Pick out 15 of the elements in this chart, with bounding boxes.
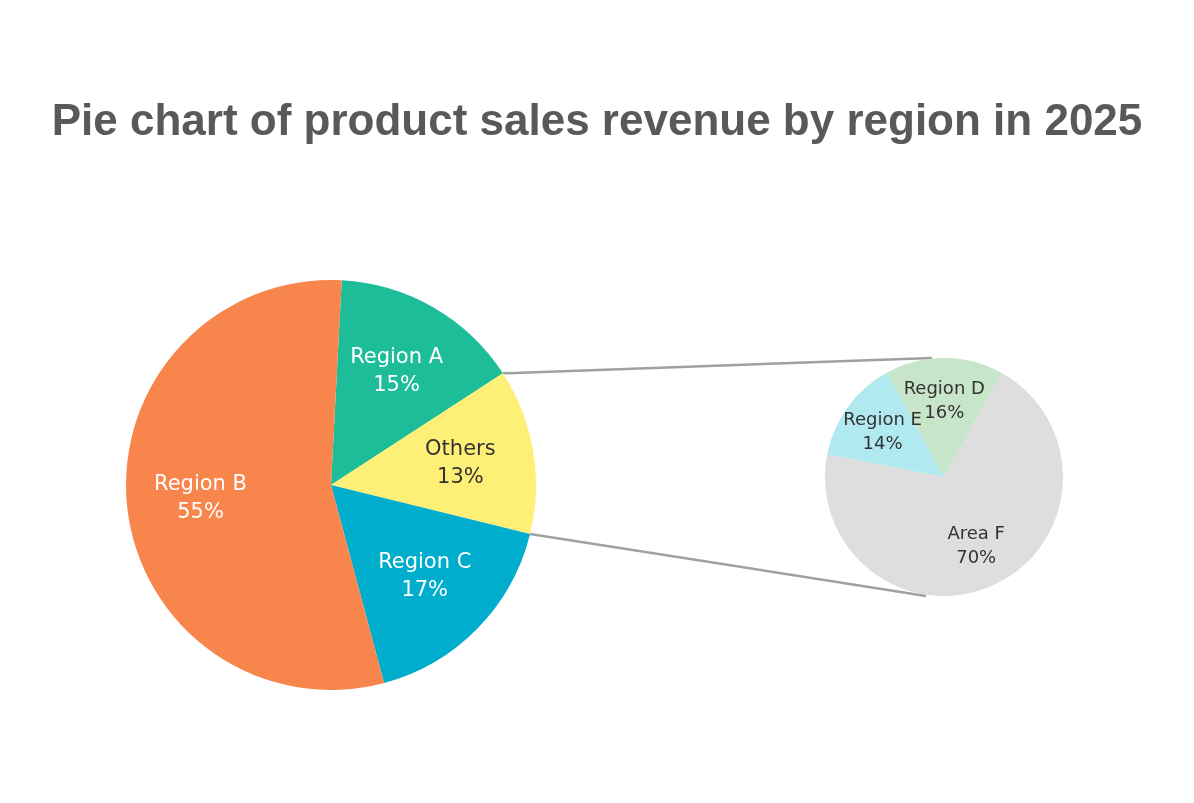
data-label: 13% bbox=[437, 463, 484, 488]
slice-label: Others bbox=[425, 435, 496, 460]
data-label: 55% bbox=[177, 499, 224, 524]
data-label: 14% bbox=[862, 431, 903, 453]
slice-label: Region D bbox=[903, 376, 985, 398]
slice-label: Region A bbox=[350, 343, 444, 368]
data-label: 70% bbox=[956, 545, 997, 567]
data-label: 17% bbox=[401, 577, 449, 602]
slice-label: Region E bbox=[843, 407, 922, 429]
data-label: 15% bbox=[373, 371, 420, 396]
data-label: 16% bbox=[924, 400, 965, 422]
chart-title: Pie chart of product sales revenue by region in 2025 bbox=[50, 94, 1144, 146]
slice-label: Region B bbox=[154, 471, 248, 496]
slice-label: Area F bbox=[947, 521, 1005, 543]
slice-label: Region C bbox=[378, 549, 472, 574]
